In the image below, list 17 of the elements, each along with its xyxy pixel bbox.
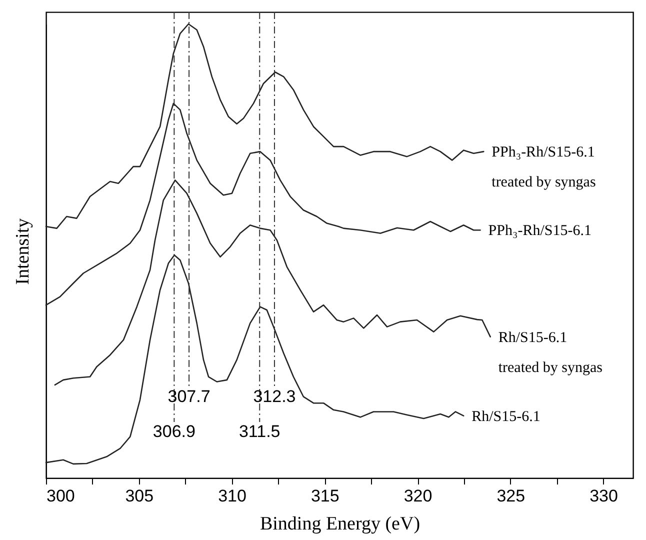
- x-tick-label: 325: [496, 486, 526, 506]
- ref-line-label: 306.9: [152, 422, 196, 441]
- x-tick-label: 320: [404, 486, 432, 506]
- ref-line-label: 307.7: [168, 387, 210, 406]
- x-tick-label: 315: [310, 486, 340, 506]
- x-axis-title: Binding Energy (eV): [260, 514, 420, 534]
- ref-line-label: 311.5: [238, 422, 280, 441]
- ref-line-label: 312.3: [253, 387, 296, 406]
- y-axis-title: Intensity: [12, 218, 34, 285]
- series-label: PPh₃-Rh/S15-6.1 treated by syngas: [492, 144, 596, 191]
- series-label: Rh/S15-6.1: [472, 408, 540, 425]
- series-label: PPh₃-Rh/S15-6.1: [488, 223, 592, 240]
- x-tick-label: 300: [46, 486, 75, 506]
- series-label: Rh/S15-6.1 treated by syngas: [498, 330, 603, 376]
- x-tick-label: 330: [590, 486, 618, 506]
- x-tick-label: 305: [125, 486, 154, 506]
- x-tick-label: 310: [218, 486, 246, 506]
